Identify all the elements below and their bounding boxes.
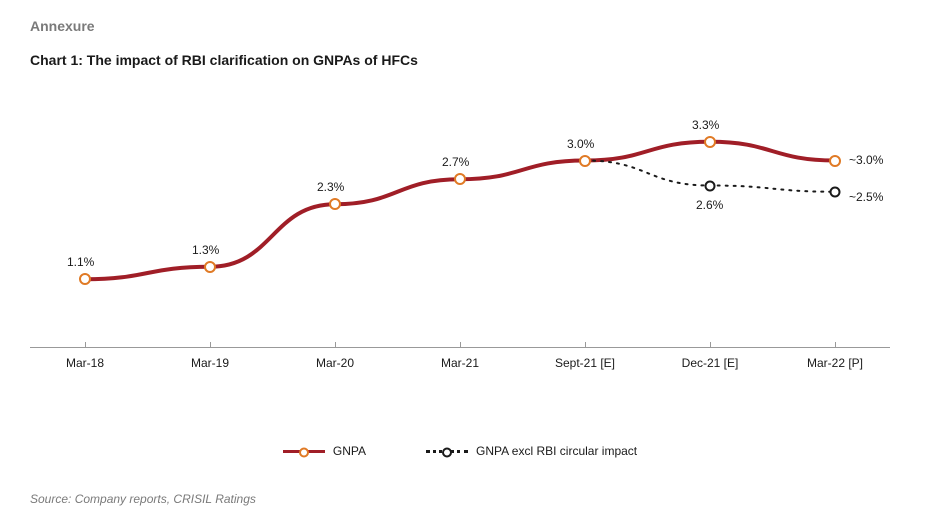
data-label: 2.7% bbox=[442, 155, 469, 169]
section-label: Annexure bbox=[30, 18, 897, 34]
data-label: ~3.0% bbox=[849, 153, 883, 167]
x-axis-label: Mar-21 bbox=[441, 356, 479, 370]
data-marker bbox=[830, 186, 841, 197]
x-tick bbox=[835, 342, 836, 348]
legend-label: GNPA bbox=[333, 444, 366, 458]
legend-marker bbox=[299, 448, 309, 458]
legend-item: GNPA excl RBI circular impact bbox=[426, 444, 637, 458]
x-tick bbox=[210, 342, 211, 348]
x-axis-label: Sept-21 [E] bbox=[555, 356, 615, 370]
legend: GNPA GNPA excl RBI circular impact bbox=[30, 444, 890, 458]
x-axis-label: Mar-18 bbox=[66, 356, 104, 370]
x-axis-label: Dec-21 [E] bbox=[682, 356, 739, 370]
legend-marker bbox=[442, 448, 452, 458]
data-marker bbox=[705, 180, 716, 191]
legend-item: GNPA bbox=[283, 444, 366, 458]
x-axis-label: Mar-19 bbox=[191, 356, 229, 370]
legend-swatch bbox=[283, 450, 325, 453]
data-label: 3.3% bbox=[692, 118, 719, 132]
data-label: 3.0% bbox=[567, 137, 594, 151]
legend-label: GNPA excl RBI circular impact bbox=[476, 444, 637, 458]
data-label: 2.6% bbox=[696, 198, 723, 212]
chart-area: 1.1%1.3%2.3%2.7%3.0%3.3%~3.0%2.6%~2.5% G… bbox=[30, 78, 890, 398]
legend-swatch bbox=[426, 450, 468, 453]
x-tick bbox=[85, 342, 86, 348]
source-footnote: Source: Company reports, CRISIL Ratings bbox=[30, 492, 256, 506]
x-tick bbox=[585, 342, 586, 348]
x-tick bbox=[460, 342, 461, 348]
data-label: 2.3% bbox=[317, 180, 344, 194]
data-label: ~2.5% bbox=[849, 190, 883, 204]
x-axis-label: Mar-22 [P] bbox=[807, 356, 863, 370]
x-axis-label: Mar-20 bbox=[316, 356, 354, 370]
data-label: 1.1% bbox=[67, 255, 94, 269]
x-tick bbox=[335, 342, 336, 348]
plot-region: 1.1% 1.3% 2.3% 2.7% 3.0% 3.3% ~3.0% 2.6% ~2.5% bbox=[30, 78, 890, 348]
data-marker bbox=[79, 273, 91, 285]
data-marker bbox=[579, 155, 591, 167]
data-marker bbox=[454, 173, 466, 185]
data-marker bbox=[204, 261, 216, 273]
chart-lines bbox=[30, 78, 890, 348]
data-marker bbox=[704, 136, 716, 148]
x-tick bbox=[710, 342, 711, 348]
chart-title: Chart 1: The impact of RBI clarification… bbox=[30, 52, 897, 68]
data-marker bbox=[329, 198, 341, 210]
data-label: 1.3% bbox=[192, 243, 219, 257]
data-marker bbox=[829, 155, 841, 167]
